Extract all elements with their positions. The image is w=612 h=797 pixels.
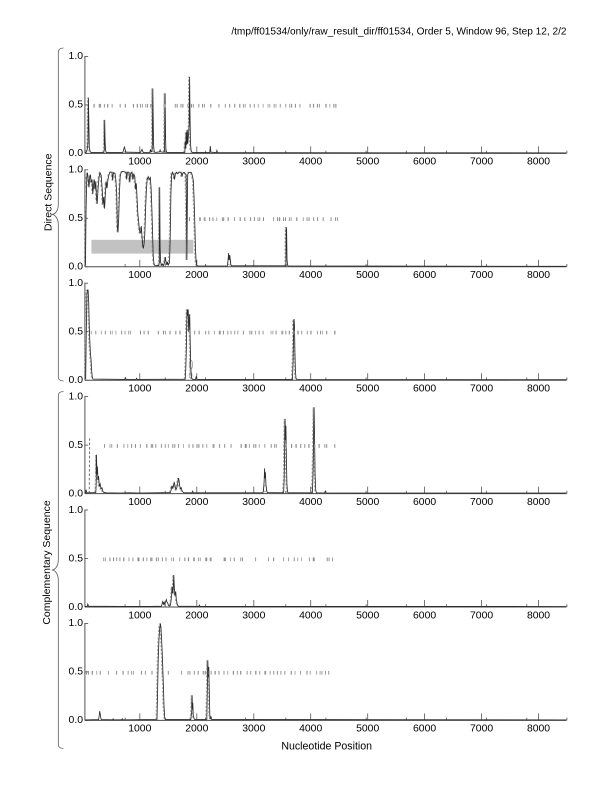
svg-text:0.5: 0.5 (69, 327, 84, 338)
svg-text:4000: 4000 (299, 610, 322, 621)
svg-text:1000: 1000 (128, 497, 151, 508)
svg-text:1000: 1000 (128, 270, 151, 281)
svg-text:8000: 8000 (527, 724, 550, 735)
svg-text:/tmp/ff01534/only/raw_result_d: /tmp/ff01534/only/raw_result_dir/ff01534… (231, 27, 567, 38)
svg-text:5000: 5000 (356, 384, 379, 395)
svg-text:7000: 7000 (470, 724, 493, 735)
svg-text:0.0: 0.0 (69, 148, 84, 159)
svg-text:6000: 6000 (413, 270, 436, 281)
svg-text:3000: 3000 (242, 384, 265, 395)
svg-text:1.0: 1.0 (69, 278, 84, 289)
svg-text:2000: 2000 (185, 157, 208, 168)
svg-text:6000: 6000 (413, 724, 436, 735)
svg-text:6000: 6000 (413, 157, 436, 168)
svg-text:5000: 5000 (356, 610, 379, 621)
svg-text:1.0: 1.0 (69, 165, 84, 176)
svg-text:1.0: 1.0 (69, 618, 84, 629)
svg-text:6000: 6000 (413, 497, 436, 508)
svg-text:3000: 3000 (242, 270, 265, 281)
svg-text:2000: 2000 (185, 384, 208, 395)
svg-text:4000: 4000 (299, 270, 322, 281)
svg-text:8000: 8000 (527, 610, 550, 621)
svg-text:0.0: 0.0 (69, 488, 84, 499)
svg-text:0.5: 0.5 (69, 667, 84, 678)
svg-text:7000: 7000 (470, 270, 493, 281)
svg-text:7000: 7000 (470, 384, 493, 395)
svg-text:0.5: 0.5 (69, 213, 84, 224)
svg-text:2000: 2000 (185, 610, 208, 621)
svg-text:1000: 1000 (128, 157, 151, 168)
svg-text:7000: 7000 (470, 157, 493, 168)
svg-text:1.0: 1.0 (69, 391, 84, 402)
svg-text:8000: 8000 (527, 270, 550, 281)
svg-text:8000: 8000 (527, 497, 550, 508)
svg-text:1.0: 1.0 (69, 51, 84, 62)
svg-text:4000: 4000 (299, 497, 322, 508)
svg-text:5000: 5000 (356, 270, 379, 281)
svg-text:0.0: 0.0 (69, 715, 84, 726)
svg-text:0.5: 0.5 (69, 440, 84, 451)
svg-text:Nucleotide Position: Nucleotide Position (281, 740, 372, 752)
svg-text:0.0: 0.0 (69, 262, 84, 273)
svg-text:0.5: 0.5 (69, 553, 84, 564)
svg-text:1000: 1000 (128, 724, 151, 735)
svg-text:6000: 6000 (413, 610, 436, 621)
svg-text:0.5: 0.5 (69, 100, 84, 111)
svg-text:7000: 7000 (470, 610, 493, 621)
svg-text:4000: 4000 (299, 724, 322, 735)
svg-text:7000: 7000 (470, 497, 493, 508)
svg-text:2000: 2000 (185, 497, 208, 508)
svg-text:8000: 8000 (527, 157, 550, 168)
svg-text:8000: 8000 (527, 384, 550, 395)
svg-text:1000: 1000 (128, 610, 151, 621)
svg-text:2000: 2000 (185, 270, 208, 281)
svg-text:5000: 5000 (356, 724, 379, 735)
svg-text:5000: 5000 (356, 157, 379, 168)
svg-text:1.0: 1.0 (69, 505, 84, 516)
svg-text:3000: 3000 (242, 157, 265, 168)
svg-text:0.0: 0.0 (69, 375, 84, 386)
svg-text:3000: 3000 (242, 497, 265, 508)
svg-text:5000: 5000 (356, 497, 379, 508)
svg-text:4000: 4000 (299, 157, 322, 168)
svg-text:3000: 3000 (242, 610, 265, 621)
svg-text:Complementary Sequence: Complementary Sequence (41, 500, 53, 624)
svg-text:Direct Sequence: Direct Sequence (42, 153, 54, 231)
svg-text:6000: 6000 (413, 384, 436, 395)
svg-text:2000: 2000 (185, 724, 208, 735)
svg-text:4000: 4000 (299, 384, 322, 395)
svg-text:3000: 3000 (242, 724, 265, 735)
svg-text:1000: 1000 (128, 384, 151, 395)
svg-text:0.0: 0.0 (69, 602, 84, 613)
